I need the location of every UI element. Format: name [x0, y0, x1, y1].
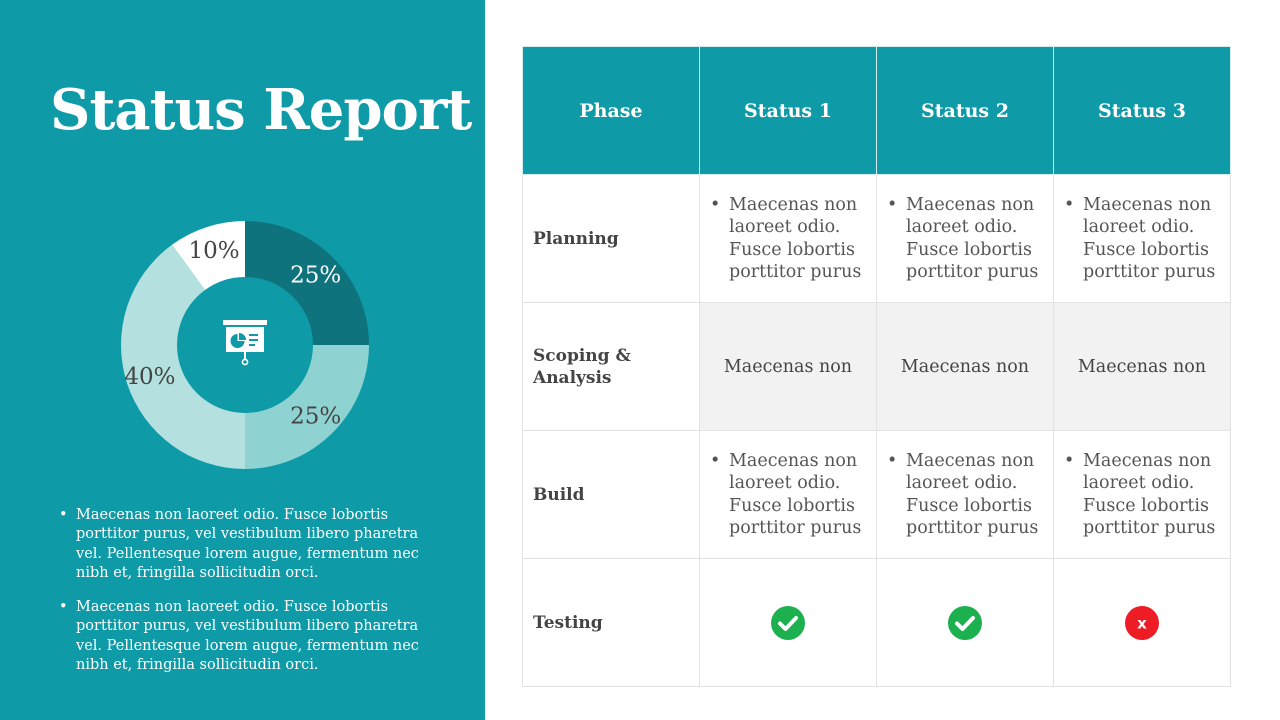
cell-text: Maecenas non laoreet odio. Fusce loborti…	[1064, 450, 1229, 540]
phase-label: Planning	[522, 174, 700, 303]
table-row-testing: Testing x	[522, 558, 1231, 687]
donut-slice-label: 40%	[124, 364, 175, 390]
status-cell	[876, 558, 1054, 687]
table-row-build: Build Maecenas non laoreet odio. Fusce l…	[522, 430, 1231, 559]
header-status-3: Status 3	[1053, 46, 1231, 175]
check-icon	[771, 605, 805, 640]
donut-slice-label: 25%	[290, 262, 341, 288]
page-title: Status Report	[50, 77, 472, 143]
donut-chart: 25% 25% 40% 10%	[121, 221, 369, 469]
cell-text: Maecenas non	[1053, 302, 1231, 431]
phase-label: Build	[522, 430, 700, 559]
donut-slice	[172, 221, 245, 290]
table-row-scoping: Scoping & Analysis Maecenas non Maecenas…	[522, 302, 1231, 431]
table-header-row: Phase Status 1 Status 2 Status 3	[522, 46, 1231, 175]
cell-text: Maecenas non laoreet odio. Fusce loborti…	[1064, 194, 1229, 284]
status-cell: Maecenas non laoreet odio. Fusce loborti…	[876, 174, 1054, 303]
phase-label: Testing	[522, 558, 700, 687]
status-cell: Maecenas non laoreet odio. Fusce loborti…	[876, 430, 1054, 559]
cell-text: Maecenas non laoreet odio. Fusce loborti…	[887, 194, 1052, 284]
cell-text: Maecenas non laoreet odio. Fusce loborti…	[887, 450, 1052, 540]
presentation-board-icon	[223, 320, 267, 366]
cell-text: Maecenas non laoreet odio. Fusce loborti…	[710, 450, 875, 540]
donut-slice-label: 25%	[290, 404, 341, 430]
table-row-planning: Planning Maecenas non laoreet odio. Fusc…	[522, 174, 1231, 303]
header-status-1: Status 1	[699, 46, 877, 175]
status-cell: Maecenas non laoreet odio. Fusce loborti…	[1053, 174, 1231, 303]
donut-slice	[245, 345, 369, 469]
status-cell: Maecenas non laoreet odio. Fusce loborti…	[1053, 430, 1231, 559]
cell-text: Maecenas non	[699, 302, 877, 431]
summary-bullets: Maecenas non laoreet odio. Fusce loborti…	[58, 506, 438, 690]
bullet-item: Maecenas non laoreet odio. Fusce loborti…	[58, 598, 438, 675]
status-table: Phase Status 1 Status 2 Status 3 Plannin…	[522, 46, 1231, 687]
left-panel: Status Report 25% 25% 40% 10% Maecenas non …	[0, 0, 485, 720]
header-status-2: Status 2	[876, 46, 1054, 175]
x-icon: x	[1125, 605, 1159, 640]
donut-slice-label: 10%	[189, 238, 240, 264]
x-mark: x	[1137, 614, 1147, 632]
status-cell: Maecenas non laoreet odio. Fusce loborti…	[699, 174, 877, 303]
phase-label: Scoping & Analysis	[522, 302, 700, 431]
check-icon	[948, 605, 982, 640]
status-cell	[699, 558, 877, 687]
donut-slice	[245, 221, 369, 345]
status-cell: Maecenas non laoreet odio. Fusce loborti…	[699, 430, 877, 559]
cell-text: Maecenas non laoreet odio. Fusce loborti…	[710, 194, 875, 284]
donut-slice	[121, 244, 245, 469]
header-phase: Phase	[522, 46, 700, 175]
bullet-item: Maecenas non laoreet odio. Fusce loborti…	[58, 506, 438, 583]
status-cell: x	[1053, 558, 1231, 687]
cell-text: Maecenas non	[876, 302, 1054, 431]
